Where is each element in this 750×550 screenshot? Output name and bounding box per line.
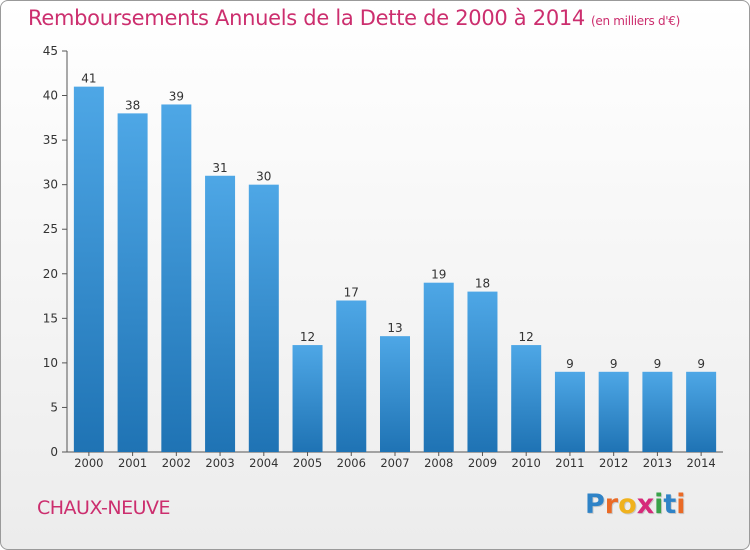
bars — [73, 86, 717, 453]
logo-letter: x — [636, 489, 655, 520]
data-label: 12 — [519, 330, 534, 344]
x-tick-label: 2014 — [686, 456, 715, 470]
commune-name: CHAUX-NEUVE — [37, 497, 171, 519]
x-tick-label: 2005 — [293, 456, 322, 470]
x-tick-label: 2004 — [249, 456, 278, 470]
bar — [336, 300, 367, 452]
bar — [248, 184, 279, 452]
data-labels: 41 38 39 31 30 12 17 13 19 18 12 9 9 9 9 — [81, 72, 705, 371]
bar — [205, 175, 236, 452]
chart-title: Remboursements Annuels de la Dette de 20… — [28, 6, 680, 30]
data-label: 18 — [475, 277, 490, 291]
x-tick-label: 2008 — [424, 456, 453, 470]
chart-title-text: Remboursements Annuels de la Dette de 20… — [28, 6, 585, 30]
y-tick-label: 20 — [43, 267, 58, 281]
y-tick-label: 30 — [43, 178, 58, 192]
y-tick-label: 45 — [43, 44, 58, 58]
x-tick-label: 2013 — [643, 456, 672, 470]
bar — [292, 345, 323, 452]
bar — [686, 371, 717, 452]
logo-letter: i — [654, 489, 664, 520]
proxiti-logo: Proxiti — [585, 489, 686, 520]
x-tick-label: 2001 — [118, 456, 147, 470]
bar — [598, 371, 629, 452]
logo-letter: r — [604, 489, 619, 520]
y-tick-label: 35 — [43, 133, 58, 147]
data-label: 19 — [431, 268, 446, 282]
bar — [117, 113, 148, 452]
bar — [423, 282, 454, 452]
data-label: 31 — [212, 161, 227, 175]
x-tick-label: 2012 — [599, 456, 628, 470]
y-tick-label: 25 — [43, 222, 58, 236]
logo-letter: i — [676, 489, 686, 520]
logo-letter: t — [663, 489, 677, 520]
data-label: 39 — [169, 89, 184, 103]
data-label: 12 — [300, 330, 315, 344]
logo-letter: P — [585, 489, 605, 520]
y-tick-label: 40 — [43, 89, 58, 103]
bar — [73, 86, 104, 453]
y-tick-label: 5 — [50, 400, 58, 414]
data-label: 38 — [125, 98, 140, 112]
logo-letter: o — [618, 489, 637, 520]
bar — [554, 371, 585, 452]
x-tick-label: 2009 — [468, 456, 497, 470]
y-tick-label: 15 — [43, 311, 58, 325]
data-label: 41 — [81, 72, 96, 86]
x-tick-label: 2006 — [337, 456, 366, 470]
y-tick-label: 10 — [43, 356, 58, 370]
x-tick-label: 2002 — [162, 456, 191, 470]
x-tick-label: 2003 — [205, 456, 234, 470]
y-tick-label: 0 — [50, 445, 58, 459]
bar — [161, 104, 192, 452]
data-label: 30 — [256, 170, 271, 184]
data-label: 9 — [610, 357, 618, 371]
bar — [642, 371, 673, 452]
x-tick-label: 2000 — [74, 456, 103, 470]
chart-unit: (en milliers d'€) — [591, 14, 681, 28]
x-tick-label: 2007 — [380, 456, 409, 470]
data-label: 17 — [344, 286, 359, 300]
bar — [467, 291, 498, 452]
bar — [511, 345, 542, 452]
axes: 0 5 10 15 20 25 30 35 40 45 2000 2001 2002 2003 2004 20… — [43, 44, 723, 470]
x-tick-label: 2011 — [555, 456, 584, 470]
bar — [380, 336, 410, 452]
data-label: 13 — [387, 321, 402, 335]
data-label: 9 — [654, 357, 662, 371]
data-label: 9 — [566, 357, 574, 371]
x-tick-label: 2010 — [512, 456, 541, 470]
data-label: 9 — [697, 357, 705, 371]
